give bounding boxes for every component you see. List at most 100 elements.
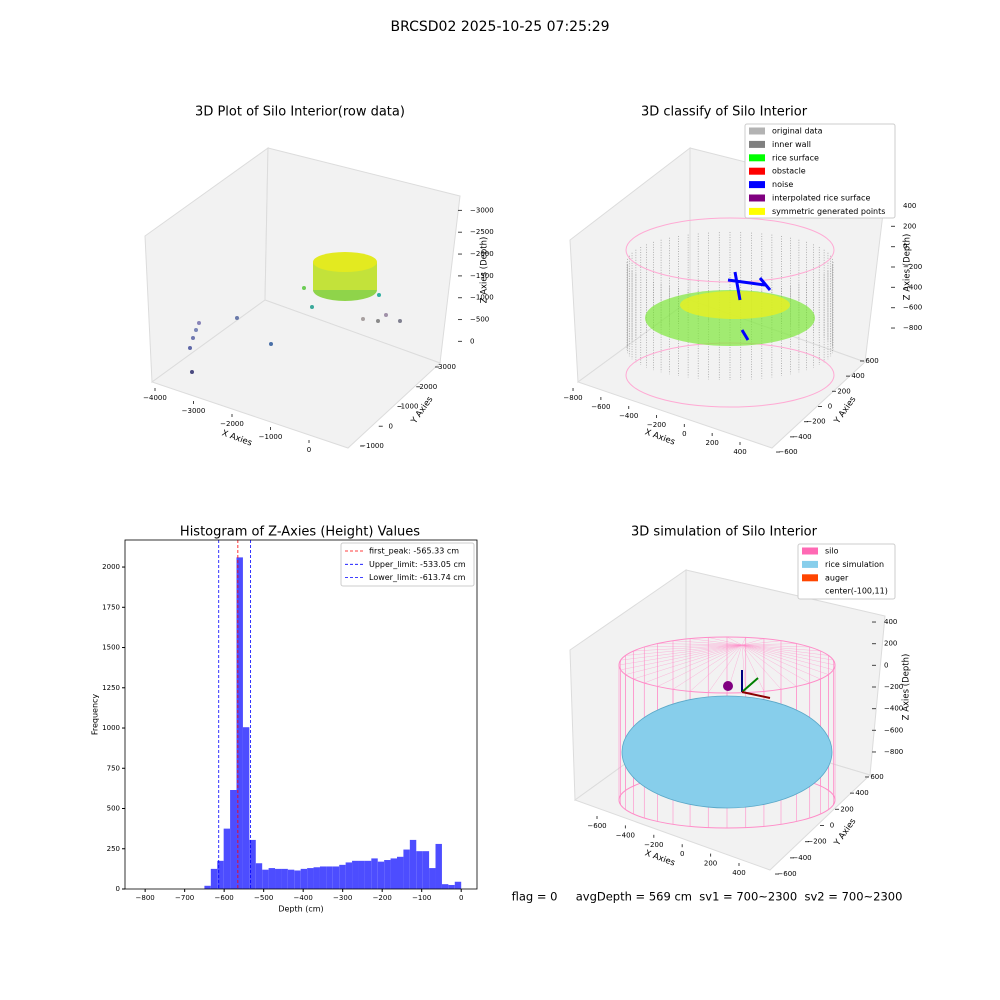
y-tick-label: 1500 <box>102 644 120 652</box>
silo-wire <box>657 643 743 646</box>
silo-wire <box>620 644 743 661</box>
bar <box>217 860 224 889</box>
legend-label: auger <box>825 573 849 582</box>
y-tick-label: 500 <box>107 805 120 813</box>
outlier-point <box>376 319 380 323</box>
silo-wire <box>741 638 764 646</box>
outlier-point <box>310 305 314 309</box>
silo-wire <box>689 644 743 692</box>
bar <box>204 885 211 889</box>
legend-label: silo <box>825 547 839 556</box>
z-tick-label: −400 <box>903 283 922 291</box>
bar <box>409 839 417 889</box>
legend-label: rice simulation <box>825 560 884 569</box>
silo-wire <box>741 644 829 656</box>
z-axis-label: Z Axies (Depth) <box>480 237 490 304</box>
silo-wire <box>618 636 836 694</box>
bar <box>210 868 218 889</box>
legend-swatch <box>749 194 765 202</box>
x-tick-label: −100 <box>412 894 431 902</box>
legend-swatch <box>802 574 818 582</box>
point-cloud <box>313 252 377 272</box>
legend-swatch <box>749 140 765 148</box>
z-tick-label: 400 <box>903 202 916 210</box>
legend-swatch <box>802 547 818 555</box>
silo-wire <box>625 644 743 675</box>
legend-box <box>744 123 896 219</box>
bar <box>294 870 301 889</box>
bar <box>429 868 436 889</box>
z-tick-label: −1000 <box>470 294 494 302</box>
outlier-point <box>188 346 192 350</box>
auger <box>723 681 733 691</box>
x-tick-label: −800 <box>563 394 582 402</box>
z-tick-label: −200 <box>903 263 922 271</box>
silo-wire <box>620 644 743 671</box>
silo-wire <box>741 644 821 652</box>
legend-box <box>340 542 475 587</box>
y-tick-label: 400 <box>851 372 864 380</box>
silo-wire <box>618 644 743 666</box>
x-tick-label: −1000 <box>259 433 283 441</box>
bar <box>358 860 365 889</box>
bar <box>236 557 243 889</box>
y-tick-label: 1000 <box>102 724 120 732</box>
x-tick-label: −400 <box>294 894 313 902</box>
silo-wire <box>741 640 782 646</box>
bar <box>454 881 462 889</box>
x-tick-label: 400 <box>733 448 746 456</box>
bar <box>364 860 372 889</box>
bar <box>313 867 320 889</box>
bar <box>377 861 385 889</box>
outlier-point <box>302 286 306 290</box>
legend-label: obstacle <box>772 167 806 176</box>
silo-wire <box>708 644 743 693</box>
y-tick-label: 400 <box>855 789 868 797</box>
silo-wire <box>741 644 836 666</box>
z-tick-label: −1500 <box>470 272 494 280</box>
x-tick-label: −400 <box>619 412 638 420</box>
z-tick-label: 0 <box>470 337 474 345</box>
y-tick-label: 2000 <box>102 563 120 571</box>
axis-arrows <box>741 677 759 693</box>
silo-wire <box>741 637 746 646</box>
z-tick-label: −3000 <box>470 206 494 214</box>
legend-label: interpolated rice surface <box>772 194 870 203</box>
rice-simulation <box>621 695 833 809</box>
y-tick-label: −400 <box>792 854 811 862</box>
silo-wire <box>644 644 743 648</box>
bar <box>287 869 295 889</box>
outlier-point <box>384 313 388 317</box>
legend-label: center(-100,11) <box>825 587 888 596</box>
bar <box>268 868 276 889</box>
y-tick-label: 1000 <box>401 403 419 411</box>
y-tick-label: 2000 <box>419 383 437 391</box>
silo-wire <box>690 638 743 646</box>
y-tick-label: 600 <box>870 773 883 781</box>
z-tick-label: −800 <box>884 748 903 756</box>
subplot-title: 3D classify of Silo Interior <box>641 105 808 120</box>
x-tick-label: −4000 <box>143 394 167 402</box>
legend-swatch <box>749 181 765 189</box>
silo-wire <box>633 644 743 680</box>
x-tick-label: 0 <box>680 850 684 858</box>
outlier-point <box>190 370 194 374</box>
z-tick-label: −600 <box>903 304 922 312</box>
subplot-title: Histogram of Z-Axies (Height) Values <box>180 525 420 540</box>
bar <box>242 727 250 889</box>
z-tick-label: −200 <box>884 683 903 691</box>
y-axis-label: Y Axies <box>832 816 859 848</box>
figure-title: BRCSD02 2025-10-25 07:25:29 <box>390 19 609 35</box>
outlier-point <box>361 317 365 321</box>
x-tick-label: 200 <box>704 860 717 868</box>
y-tick-label: −600 <box>778 448 797 456</box>
silo-wire <box>741 644 746 693</box>
silo-wire <box>657 644 743 687</box>
z-tick-label: 400 <box>884 618 897 626</box>
outlier-point <box>269 342 273 346</box>
x-axis-label: X Axies <box>643 427 676 447</box>
y-tick-label: 0 <box>830 822 834 830</box>
outlier-point <box>197 321 201 325</box>
y-tick-label: −200 <box>806 418 825 426</box>
